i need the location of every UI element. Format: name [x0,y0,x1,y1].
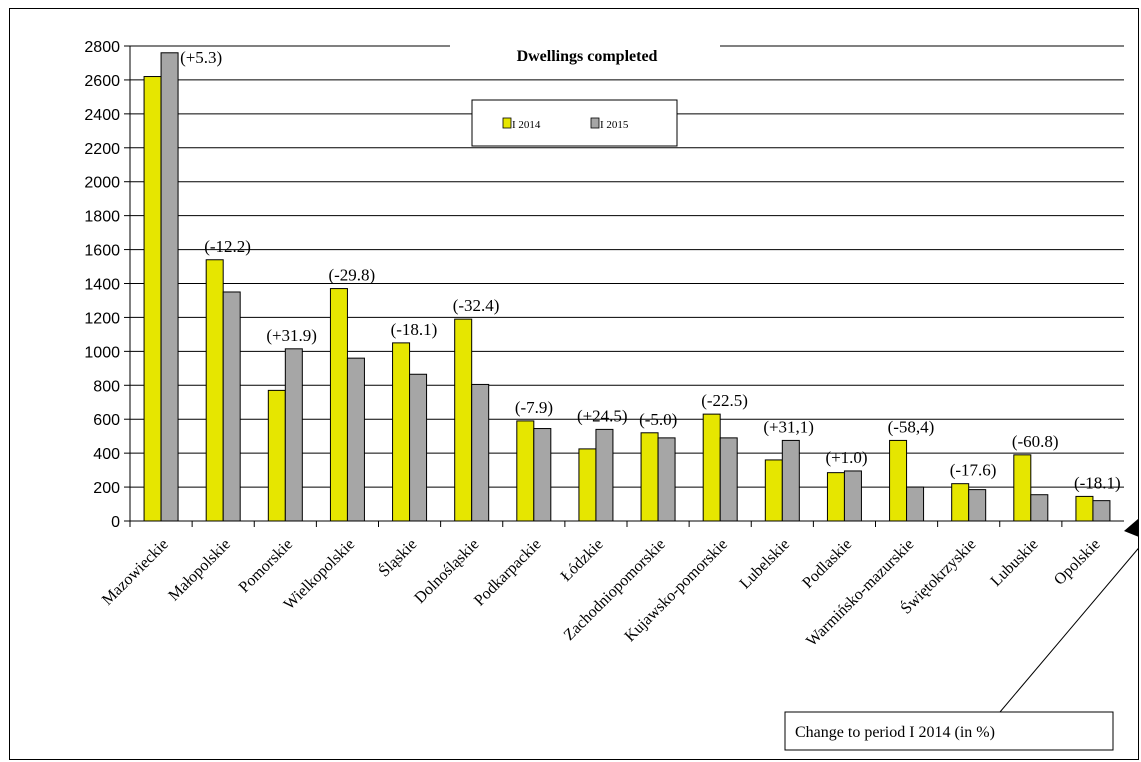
x-category-label: Lubelskie [737,536,794,593]
y-tick-label: 200 [93,480,120,497]
x-category-label: Małopolskie [165,536,234,605]
legend-label-2014: I 2014 [512,119,541,131]
bar-2015 [533,428,552,522]
bar-2015 [160,52,179,522]
bar-2014 [889,439,908,522]
x-category-label: Lubuskie [988,536,1042,590]
change-label: (-17.6) [950,461,997,480]
y-tick-label: 1200 [84,310,120,327]
legend-swatch-2014 [502,117,512,129]
y-tick-label: 2600 [84,73,120,90]
change-label: (+24.5) [577,406,628,425]
y-tick-label: 2200 [84,141,120,158]
x-category-label: Opolskie [1051,536,1104,589]
bar-2015 [906,486,925,522]
bar-2014 [329,288,348,522]
x-category-label: Podlaskie [799,536,855,592]
annotation-arrowhead [1124,519,1138,537]
x-category-label: Mazowieckie [99,536,172,609]
y-tick-label: 1600 [84,243,120,260]
y-tick-label: 2000 [84,175,120,192]
change-label: (-60.8) [1012,432,1059,451]
y-tick-label: 0 [111,514,120,531]
bar-2014 [267,389,286,522]
annotation-text: Change to period I 2014 (in %) [795,724,995,741]
change-label: (-18.1) [391,320,438,339]
bar-2014 [205,259,224,522]
annotation-arrow-line [999,548,1138,713]
y-tick-label: 1400 [84,277,120,294]
x-category-label: Warmińsko-mazurskie [803,536,917,650]
bar-2015 [346,357,365,522]
x-category-label: Podkarpackie [471,536,545,610]
bar-2014 [143,76,162,522]
bar-2015 [968,489,987,522]
change-label: (-22.5) [701,391,748,410]
change-label: (-5.0) [639,410,677,429]
title-box [450,37,720,71]
change-label: (-58,4) [888,417,935,436]
annotation: Change to period I 2014 (in %) [784,519,1138,751]
legend-swatch-2015 [590,117,600,129]
chart-title: Dwellings completed [517,48,658,65]
bar-2014 [826,472,845,522]
change-label: (+31.9) [266,326,317,345]
dwellings-bar-chart: 0 200 400 600 800 1000 1200 1400 1600 1800 2000 220… [84,37,1138,751]
change-label: (-32.4) [453,296,500,315]
bar-2015 [1092,500,1111,522]
bar-2014 [1075,495,1094,522]
bar-2015 [843,470,862,522]
change-label: (-18.1) [1074,473,1121,492]
y-axis-ticks: 0 200 400 600 800 1000 1200 1400 1600 1800 2000 220… [84,39,130,531]
y-tick-label: 400 [93,446,120,463]
bar-2014 [951,483,970,522]
y-tick-label: 1800 [84,209,120,226]
annotation-box [784,711,1114,751]
y-tick-label: 1000 [84,344,120,361]
bar-2014 [702,413,721,522]
change-label: (-29.8) [328,266,375,285]
legend: I 2014 I 2015 [471,99,678,147]
x-category-label: Zachodniopomorskie [561,536,669,644]
bar-2014 [1013,454,1032,522]
change-label: (+5.3) [180,48,222,67]
y-tick-label: 2400 [84,107,120,124]
bar-2015 [781,439,800,522]
bars [143,52,1111,522]
y-tick-label: 600 [93,412,120,429]
bar-2014 [764,459,783,522]
y-tick-label: 800 [93,378,120,395]
change-label: (+1.0) [825,448,867,467]
bar-2015 [471,383,490,522]
bar-2014 [454,318,473,522]
bar-2015 [595,428,614,522]
bar-2015 [1030,494,1049,522]
x-category-label: Pomorskie [236,536,296,596]
bar-2014 [392,342,411,522]
bar-2015 [222,291,241,522]
bar-2014 [640,432,659,522]
y-tick-label: 2800 [84,39,120,56]
bar-2015 [657,437,676,522]
change-label: (-12.2) [204,237,251,256]
change-labels: (+5.3) (-12.2) (+31.9) (-29.8) (-18.1) (-32.4… [180,48,1121,493]
legend-label-2015: I 2015 [600,119,629,131]
x-category-label: Śląskie [374,534,420,580]
bar-2015 [409,373,428,522]
bar-2015 [284,348,303,522]
bar-2015 [719,437,738,522]
bar-2014 [578,448,597,522]
x-category-label: Kujawsko-pomorskie [622,536,731,645]
change-label: (+31,1) [763,417,814,436]
bar-2014 [516,420,535,522]
chart-frame: 0 200 400 600 800 1000 1200 1400 1600 1800 2000 220… [9,8,1139,760]
change-label: (-7.9) [515,398,553,417]
x-category-label: Łódzkie [558,536,607,585]
